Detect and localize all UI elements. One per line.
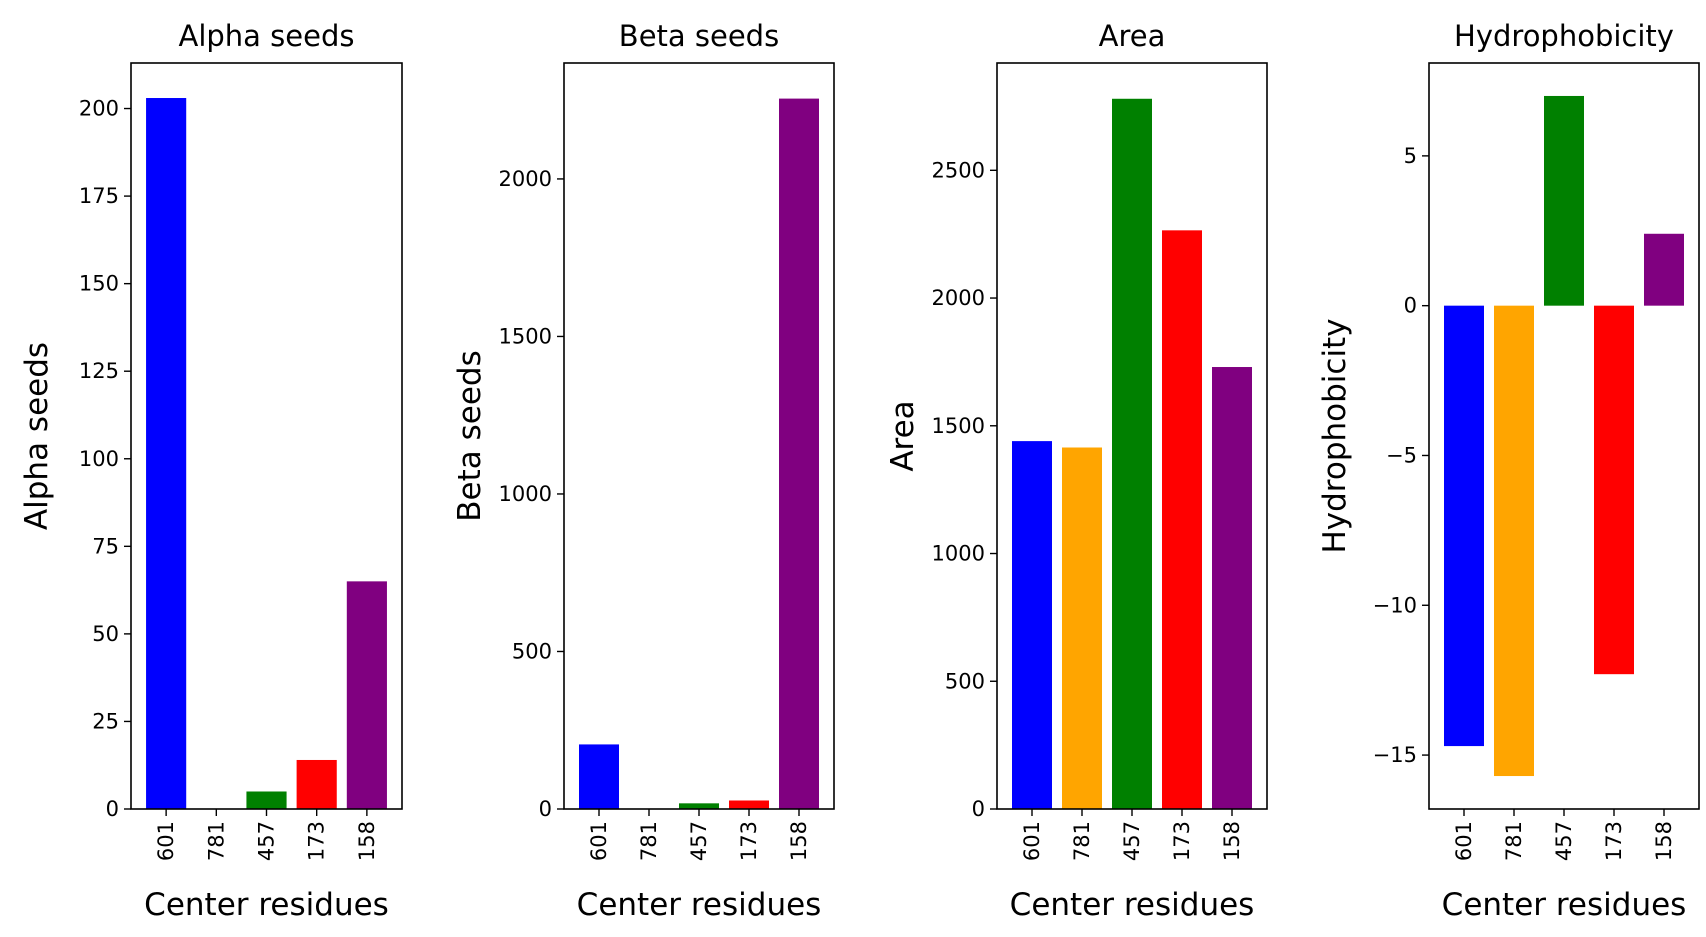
bar-173	[296, 759, 337, 809]
x-tick-label: 601	[587, 821, 611, 861]
x-tick-label: 601	[1452, 821, 1476, 861]
bar-173	[729, 800, 769, 809]
bar-457	[246, 791, 287, 809]
y-tick-label: 2000	[499, 167, 552, 191]
chart-panel-1: 0 25 50 75 100 125 150 175 200 601 781 457 173 158 Alp…	[19, 19, 403, 923]
y-tick-label: 5	[1404, 144, 1417, 168]
y-tick-label: 2000	[932, 286, 985, 310]
x-tick-label: 601	[1020, 821, 1044, 861]
bar-457	[1544, 95, 1584, 306]
y-tick-label: −15	[1373, 743, 1417, 767]
chart-panel-3: 0 500 1000 1500 2000 2500 601 781 457 173 158 Area C…	[885, 19, 1268, 923]
y-tick-label: 0	[539, 797, 552, 821]
x-tick-label: 173	[737, 821, 761, 861]
x-axis-label: Center residues	[1442, 887, 1687, 923]
x-tick-label: 781	[1502, 821, 1526, 861]
y-axis-label: Alpha seeds	[19, 342, 55, 530]
bar-173	[1594, 305, 1634, 675]
x-tick-label: 781	[1070, 821, 1094, 861]
chart-panel-4: −15 −10 −5 0 5 601 781 457 173 158 Hydrophobicity C…	[1317, 19, 1700, 923]
y-tick-label: 150	[79, 272, 119, 296]
x-tick-label: 781	[637, 821, 661, 861]
x-axis-label: Center residues	[1010, 887, 1255, 923]
bar-601	[1444, 305, 1484, 747]
bar-158	[346, 581, 387, 809]
bar-601	[1012, 441, 1052, 809]
y-tick-label: 1500	[932, 414, 985, 438]
chart-title: Beta seeds	[619, 19, 779, 53]
y-tick-label: 0	[972, 797, 985, 821]
bar-601	[579, 744, 619, 809]
y-tick-label: 75	[92, 534, 119, 558]
bar-457	[679, 803, 719, 809]
x-tick-label: 158	[787, 821, 811, 861]
y-tick-label: 1000	[932, 542, 985, 566]
y-tick-label: −5	[1386, 443, 1417, 467]
x-axis-label: Center residues	[577, 887, 822, 923]
y-tick-label: 200	[79, 97, 119, 121]
bar-158	[1644, 233, 1684, 306]
bar-158	[1212, 367, 1252, 809]
chart-title: Area	[1099, 19, 1166, 53]
bar-158	[779, 98, 819, 810]
x-tick-label: 781	[204, 821, 228, 861]
x-tick-label: 173	[1602, 821, 1626, 861]
bar-781	[1062, 447, 1102, 809]
x-tick-label: 173	[305, 821, 329, 861]
y-tick-label: 500	[512, 639, 552, 663]
y-tick-label: 0	[106, 797, 119, 821]
x-tick-label: 601	[154, 821, 178, 861]
chart-title: Hydrophobicity	[1454, 19, 1674, 53]
bar-457	[1112, 98, 1152, 809]
y-tick-label: 25	[92, 709, 119, 733]
bar-173	[1162, 230, 1202, 810]
y-tick-label: 2500	[932, 158, 985, 182]
y-tick-label: 50	[92, 622, 119, 646]
chart-title: Alpha seeds	[179, 19, 355, 53]
y-tick-label: 500	[945, 669, 985, 693]
y-tick-label: 1500	[499, 324, 552, 348]
x-axis-label: Center residues	[144, 887, 389, 923]
bar-781	[1494, 305, 1534, 777]
y-tick-label: 1000	[499, 482, 552, 506]
x-tick-label: 158	[1220, 821, 1244, 861]
y-tick-label: 125	[79, 359, 119, 383]
chart-panel-2: 0 500 1000 1500 2000 601 781 457 173 158 Beta seed…	[452, 19, 835, 923]
y-tick-label: 0	[1404, 294, 1417, 318]
x-tick-label: 158	[355, 821, 379, 861]
x-tick-label: 457	[1120, 821, 1144, 861]
x-tick-label: 457	[255, 821, 279, 861]
y-axis-label: Beta seeds	[452, 350, 488, 521]
y-tick-label: 175	[79, 184, 119, 208]
x-tick-label: 457	[1552, 821, 1576, 861]
x-tick-label: 158	[1652, 821, 1676, 861]
y-axis-label: Area	[885, 400, 921, 471]
y-axis-label: Hydrophobicity	[1317, 318, 1353, 553]
bar-601	[146, 98, 187, 809]
x-tick-label: 457	[687, 821, 711, 861]
y-tick-label: −10	[1373, 593, 1417, 617]
x-tick-label: 173	[1170, 821, 1194, 861]
y-tick-label: 100	[79, 447, 119, 471]
